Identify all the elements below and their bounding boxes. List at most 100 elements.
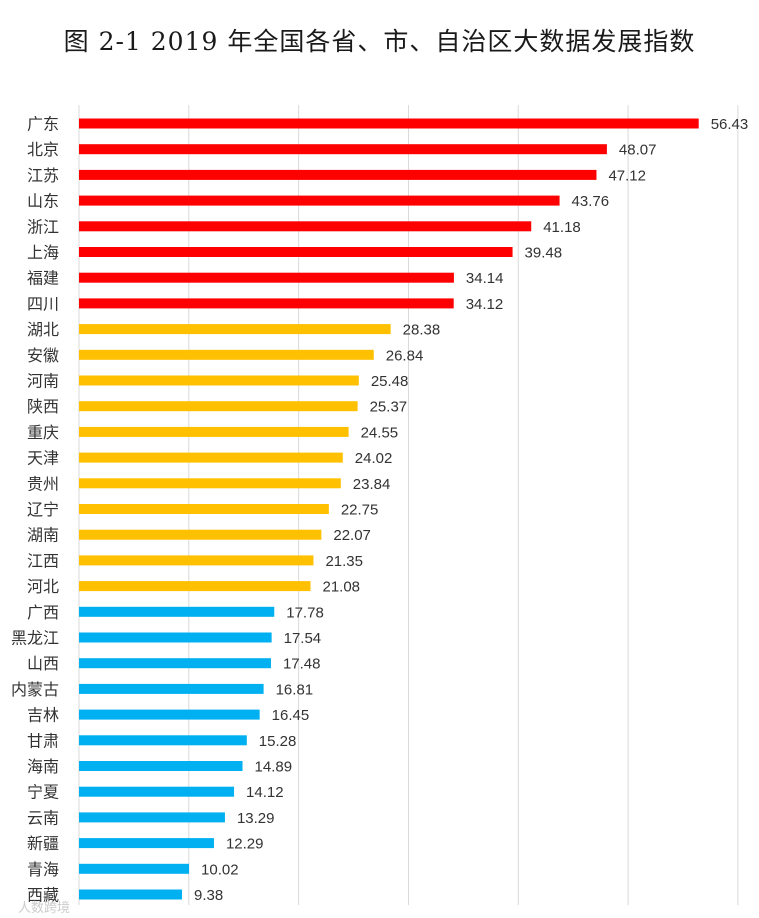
bar	[79, 838, 214, 849]
category-label: 湖南	[27, 526, 59, 545]
bar	[79, 272, 454, 283]
bar	[79, 812, 225, 823]
value-label: 15.28	[259, 733, 297, 750]
bar	[79, 863, 190, 874]
category-label: 云南	[27, 808, 59, 827]
bar	[79, 324, 391, 335]
bar-row: 上海 39.48	[27, 243, 562, 262]
bar	[79, 478, 341, 489]
bar	[79, 658, 271, 669]
bar-row: 广东 56.43	[27, 115, 748, 134]
bar-row: 湖北 28.38	[27, 320, 440, 339]
category-label: 海南	[27, 757, 59, 776]
bar	[79, 247, 513, 257]
bar	[79, 786, 235, 797]
category-label: 河北	[27, 577, 59, 596]
bar-row: 内蒙古 16.81	[11, 680, 313, 699]
category-label: 上海	[27, 243, 59, 262]
category-label: 江西	[27, 551, 59, 570]
category-label: 浙江	[27, 217, 59, 236]
category-label: 四川	[27, 294, 59, 313]
bar-row: 西藏 9.38	[27, 886, 223, 905]
watermark-text: 人数跨境	[18, 901, 70, 916]
bar-row: 重庆 24.55	[27, 423, 398, 442]
bar-row: 宁夏 14.12	[27, 783, 284, 802]
category-label: 西藏	[27, 886, 59, 905]
bar	[79, 735, 247, 746]
bar	[79, 889, 183, 900]
bar-row: 河北 21.08	[27, 577, 360, 596]
category-label: 山西	[27, 654, 59, 673]
value-label: 56.43	[711, 116, 749, 133]
bar-row: 福建 34.14	[27, 269, 503, 288]
bar-row: 山东 43.76	[27, 192, 609, 211]
bar-row: 甘肃 15.28	[27, 731, 296, 750]
category-label: 辽宁	[27, 500, 59, 519]
bar	[79, 581, 311, 592]
value-label: 17.54	[284, 630, 322, 647]
bar-row: 湖南 22.07	[27, 526, 371, 545]
value-label: 34.14	[466, 270, 504, 287]
bar	[79, 195, 560, 206]
bar	[79, 761, 243, 771]
category-label: 陕西	[27, 397, 59, 416]
bar-row: 河南 25.48	[27, 372, 408, 391]
category-label: 新疆	[27, 834, 59, 853]
value-label: 14.89	[255, 759, 293, 776]
category-label: 青海	[27, 860, 59, 879]
bar	[79, 298, 454, 309]
value-label: 24.02	[355, 450, 393, 467]
value-label: 43.76	[572, 193, 610, 210]
bar	[79, 529, 322, 540]
category-label: 黑龙江	[11, 629, 59, 648]
value-label: 21.08	[322, 579, 360, 596]
bar	[79, 375, 359, 386]
value-label: 16.45	[272, 707, 310, 724]
bar-row: 浙江 41.18	[27, 217, 581, 236]
bar-row: 江西 21.35	[27, 551, 363, 570]
value-label: 28.38	[403, 322, 441, 339]
bar	[79, 118, 699, 129]
bar-row: 安徽 26.84	[27, 346, 423, 365]
category-label: 湖北	[27, 320, 59, 339]
bar-row: 江苏 47.12	[27, 166, 646, 185]
bar-row: 山西 17.48	[27, 654, 321, 673]
category-label: 江苏	[27, 166, 59, 185]
category-label: 北京	[27, 140, 59, 159]
category-label: 福建	[27, 269, 59, 288]
bar	[79, 144, 607, 155]
value-label: 39.48	[525, 245, 563, 262]
category-label: 宁夏	[27, 783, 59, 802]
value-label: 25.37	[370, 399, 408, 416]
category-label: 山东	[27, 192, 59, 211]
bar-row: 四川 34.12	[27, 294, 503, 313]
category-label: 河南	[27, 372, 59, 391]
value-label: 41.18	[543, 219, 581, 236]
value-label: 34.12	[466, 296, 504, 313]
bar	[79, 504, 329, 514]
bar-row: 黑龙江 17.54	[11, 629, 321, 648]
bar	[79, 426, 349, 437]
value-label: 17.78	[286, 604, 324, 621]
bar-row: 天津 24.02	[27, 449, 392, 468]
bar-row: 新疆 12.29	[27, 834, 264, 853]
chart-title: 图 2-1 2019 年全国各省、市、自治区大数据发展指数	[63, 27, 696, 56]
category-label: 贵州	[27, 474, 59, 493]
bar	[79, 632, 272, 643]
category-label: 安徽	[27, 346, 59, 365]
category-label: 广西	[27, 603, 59, 622]
bar-row: 陕西 25.37	[27, 397, 407, 416]
category-label: 吉林	[27, 706, 59, 725]
value-label: 21.35	[325, 553, 363, 570]
bar	[79, 169, 597, 180]
bar-row: 云南 13.29	[27, 808, 275, 827]
value-label: 23.84	[353, 476, 391, 493]
bar-row: 青海 10.02	[27, 860, 239, 879]
value-label: 16.81	[276, 681, 314, 698]
bar	[79, 683, 264, 694]
category-label: 甘肃	[27, 731, 59, 750]
value-label: 47.12	[608, 167, 646, 184]
category-label: 广东	[27, 115, 59, 134]
bar-row: 广西 17.78	[27, 603, 324, 622]
